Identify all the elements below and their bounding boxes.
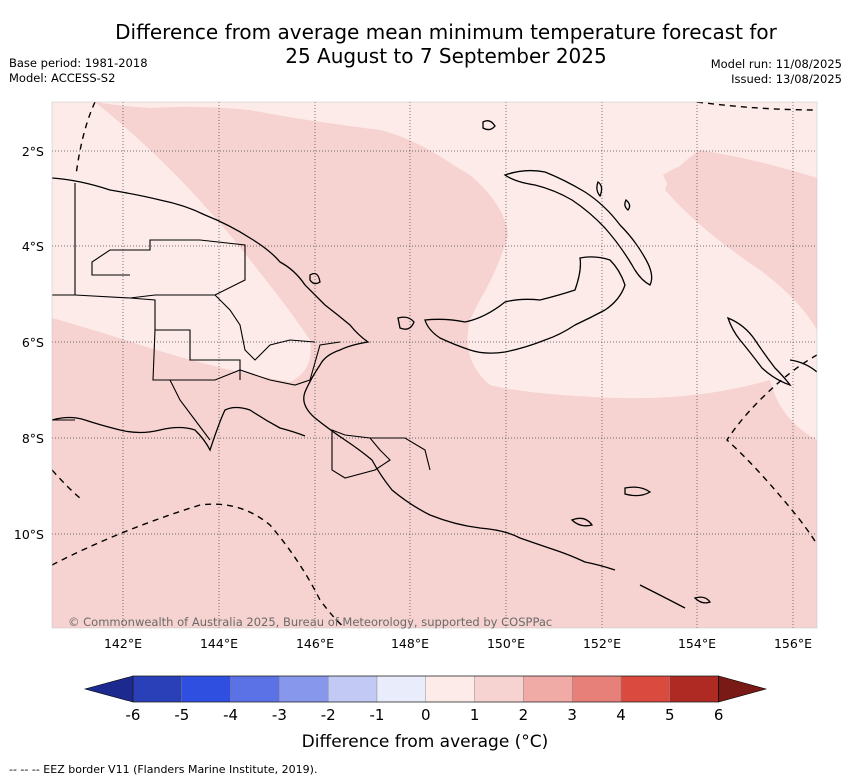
lat-label: 4°S (22, 239, 44, 254)
copyright-text: © Commonwealth of Australia 2025, Bureau… (68, 615, 552, 629)
new-britain-coast (424, 256, 626, 354)
lat-label: 2°S (22, 144, 44, 159)
lon-label: 146°E (296, 636, 334, 651)
colorbar-extend-high (718, 675, 768, 703)
colorbar-swatch (572, 675, 622, 703)
base-period-text: Base period: 1981-2018 (9, 56, 148, 70)
small-island-6 (693, 596, 712, 604)
new-ireland-coast (503, 169, 653, 286)
model-text: Model: ACCESS-S2 (9, 71, 116, 85)
lon-label: 150°E (487, 636, 525, 651)
lat-label: 6°S (22, 335, 44, 350)
colorbar-swatch (376, 675, 426, 703)
latitude-labels: 2°S 4°S 6°S 8°S 10°S (14, 144, 44, 542)
small-island-2 (309, 272, 321, 285)
chart-title: Difference from average mean minimum tem… (60, 20, 832, 68)
lat-label: 8°S (22, 431, 44, 446)
lon-label: 148°E (391, 636, 429, 651)
anomaly-fill-0-to-1-north (95, 102, 817, 440)
colorbar-tick-label: 6 (714, 706, 724, 724)
eez-footnote: -- -- -- EEZ border V11 (Flanders Marine… (9, 763, 318, 776)
map-frame (51, 101, 818, 629)
lon-label: 152°E (583, 636, 621, 651)
colorbar-swatch (669, 675, 719, 703)
province-borders (52, 183, 431, 479)
colorbar-tick-label: -5 (174, 706, 189, 724)
colorbar-tick-label: 3 (567, 706, 577, 724)
anomaly-fill-1-to-2-central (140, 110, 508, 315)
colorbar-tick-label: -1 (370, 706, 385, 724)
small-island-1 (397, 316, 415, 330)
lon-label: 144°E (200, 636, 238, 651)
small-island-3 (596, 181, 603, 198)
longitude-labels: 142°E 144°E 146°E 148°E 150°E 152°E 154°… (104, 636, 812, 651)
colorbar-extend-low (83, 675, 134, 703)
colorbar-swatch (474, 675, 524, 703)
anomaly-fill-0-to-1-west (52, 102, 311, 382)
colorbar-tick-label: -6 (126, 706, 141, 724)
lon-label: 156°E (774, 636, 812, 651)
colorbar-swatch (620, 675, 670, 703)
colorbar-tick-label: 4 (616, 706, 626, 724)
small-island-4 (624, 198, 631, 211)
small-island-7 (570, 517, 594, 527)
colorbar-swatch (425, 675, 475, 703)
colorbar-swatch (132, 675, 182, 703)
manus-island-coast (482, 120, 496, 131)
colorbar-swatch (328, 675, 378, 703)
title-line-1: Difference from average mean minimum tem… (115, 20, 777, 44)
eez-borders (52, 102, 817, 628)
meta-right: Model run: 11/08/2025 Issued: 13/08/2025 (711, 57, 842, 87)
model-run-text: Model run: 11/08/2025 (710, 57, 842, 71)
colorbar-swatch (279, 675, 329, 703)
colorbar-title: Difference from average (°C) (301, 732, 549, 752)
title-line-2: 25 August to 7 September 2025 (285, 44, 607, 68)
solomon-islands-coast (639, 359, 817, 609)
colorbar-frame (132, 675, 719, 703)
map-plot-area (52, 102, 817, 628)
colorbar-tick-label: 0 (421, 706, 431, 724)
new-guinea-coast (52, 177, 616, 571)
coastlines (52, 120, 817, 609)
lat-label: 10°S (14, 527, 44, 542)
issued-text: Issued: 13/08/2025 (731, 72, 842, 86)
colorbar-swatch (523, 675, 573, 703)
colorbar-tick-label: 1 (470, 706, 480, 724)
colorbar: -6 -5 -4 -3 -2 -1 0 1 2 3 4 5 6 (83, 675, 768, 724)
colorbar-tick-label: -3 (272, 706, 287, 724)
small-island-5 (624, 486, 652, 497)
colorbar-tick-label: -4 (223, 706, 238, 724)
bougainville-coast (726, 316, 792, 387)
colorbar-swatch (230, 675, 280, 703)
lon-label: 154°E (678, 636, 716, 651)
colorbar-tick-label: -2 (321, 706, 336, 724)
colorbar-tick-label: 5 (665, 706, 675, 724)
anomaly-fill-1-to-2-northeast (663, 159, 817, 325)
meta-left: Base period: 1981-2018 Model: ACCESS-S2 (9, 56, 148, 86)
colorbar-swatch (181, 675, 231, 703)
lon-label: 142°E (104, 636, 142, 651)
graticule (52, 102, 817, 628)
colorbar-tick-label: 2 (519, 706, 529, 724)
